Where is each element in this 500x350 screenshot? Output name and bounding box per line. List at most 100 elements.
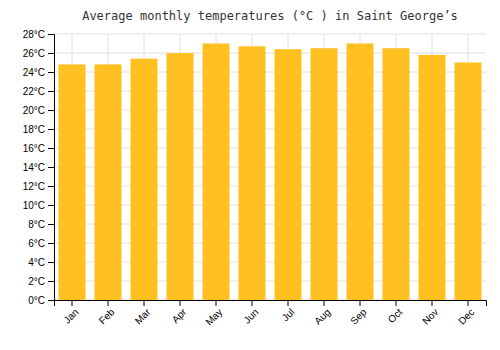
x-tick-label: Jul <box>280 306 297 323</box>
y-grid-line <box>54 34 486 35</box>
x-tick: Sep <box>348 300 369 327</box>
y-tick: 26°C <box>23 48 54 59</box>
bar <box>131 59 158 300</box>
grid <box>54 34 486 300</box>
x-tick-label: Apr <box>170 306 189 325</box>
y-tick: 20°C <box>23 105 54 116</box>
y-axis-line <box>48 35 55 301</box>
x-tick-mark <box>468 300 469 306</box>
y-tick: 16°C <box>23 143 54 154</box>
y-tick-label: 18°C <box>23 124 45 135</box>
y-tick-label: 24°C <box>23 67 45 78</box>
y-tick-label: 26°C <box>23 48 45 59</box>
bar <box>203 44 230 301</box>
y-tick-label: 8°C <box>28 219 45 230</box>
x-tick: Aug <box>312 300 332 327</box>
y-tick-label: 4°C <box>28 257 45 268</box>
bar <box>167 53 194 300</box>
x-tick-label: Oct <box>386 306 405 325</box>
x-tick-label: Mar <box>133 306 153 326</box>
chart-container: 0°C 2°C 4°C 6°C 8°C 10°C 12°C 14°C 16°C 18°C 20°C 2… <box>0 0 500 350</box>
x-tick-label: Dec <box>456 306 476 326</box>
y-tick-mark <box>48 91 54 92</box>
y-tick-label: 14°C <box>23 162 45 173</box>
y-tick-mark <box>48 224 54 225</box>
y-tick-label: 12°C <box>23 181 45 192</box>
x-tick-mark <box>324 300 325 306</box>
bar <box>311 48 338 300</box>
x-tick-mark <box>108 300 109 306</box>
y-tick-label: 28°C <box>23 29 45 40</box>
y-tick: 6°C <box>28 238 54 249</box>
chart-title: Average monthly temperatures (°C ) in Sa… <box>82 9 458 23</box>
y-tick-label: 16°C <box>23 143 45 154</box>
x-tick-label: May <box>203 306 224 327</box>
bar <box>455 63 482 301</box>
x-tick-mark <box>396 300 397 306</box>
x-tick-mark <box>432 300 433 306</box>
y-tick-mark <box>48 262 54 263</box>
x-tick-mark <box>216 300 217 306</box>
x-tick-mark <box>144 300 145 306</box>
x-axis-line <box>55 301 487 307</box>
y-grid-line <box>54 53 486 54</box>
y-tick-label: 6°C <box>28 238 45 249</box>
x-tick: Nov <box>420 300 440 327</box>
x-tick-label: Nov <box>420 306 440 326</box>
y-tick: 8°C <box>28 219 54 230</box>
y-tick-mark <box>48 243 54 244</box>
x-tick: Mar <box>133 300 153 326</box>
y-tick-mark <box>48 129 54 130</box>
x-tick: Apr <box>170 300 189 325</box>
plot-area <box>59 44 482 301</box>
y-tick-mark <box>48 205 54 206</box>
y-tick-label: 2°C <box>28 276 45 287</box>
y-tick-label: 0°C <box>28 295 45 306</box>
x-axis: Jan Feb Mar Apr May Jun Jul Aug Sep Oct Nov Dec <box>55 300 487 328</box>
x-tick-label: Jun <box>241 306 260 325</box>
y-tick: 14°C <box>23 162 54 173</box>
x-tick: Feb <box>97 300 117 326</box>
x-tick: Jul <box>280 300 297 323</box>
bar <box>419 55 446 300</box>
y-tick-label: 22°C <box>23 86 45 97</box>
y-tick-mark <box>48 186 54 187</box>
y-tick: 22°C <box>23 86 54 97</box>
bar <box>239 46 266 300</box>
y-axis: 0°C 2°C 4°C 6°C 8°C 10°C 12°C 14°C 16°C 18°C 20°C 2… <box>23 29 55 306</box>
x-tick-mark <box>72 300 73 306</box>
x-tick-mark <box>360 300 361 306</box>
y-tick: 0°C <box>28 295 54 306</box>
chart-svg: 0°C 2°C 4°C 6°C 8°C 10°C 12°C 14°C 16°C 18°C 20°C 2… <box>0 0 500 350</box>
y-tick: 2°C <box>28 276 54 287</box>
bar <box>59 64 86 300</box>
x-tick-mark <box>252 300 253 306</box>
y-tick-mark <box>48 300 54 301</box>
y-tick: 24°C <box>23 67 54 78</box>
x-tick-label: Feb <box>97 306 117 326</box>
y-tick: 10°C <box>23 200 54 211</box>
y-tick-mark <box>48 148 54 149</box>
x-tick-label: Sep <box>348 306 369 327</box>
bar <box>275 49 302 300</box>
y-tick-mark <box>48 167 54 168</box>
x-tick-mark <box>288 300 289 306</box>
x-tick: Jun <box>241 300 260 326</box>
y-tick-mark <box>48 72 54 73</box>
y-tick: 12°C <box>23 181 54 192</box>
x-tick: Dec <box>456 300 476 327</box>
x-tick: May <box>203 300 224 328</box>
x-tick: Jan <box>61 300 80 326</box>
y-tick-label: 20°C <box>23 105 45 116</box>
y-tick: 28°C <box>23 29 54 40</box>
y-tick: 4°C <box>28 257 54 268</box>
x-tick-label: Jan <box>61 306 80 325</box>
y-tick-mark <box>48 53 54 54</box>
x-tick-label: Aug <box>312 306 332 326</box>
bar <box>347 44 374 301</box>
y-tick-label: 10°C <box>23 200 45 211</box>
y-tick-mark <box>48 34 54 35</box>
x-tick-mark <box>180 300 181 306</box>
y-tick-mark <box>48 281 54 282</box>
y-tick-mark <box>48 110 54 111</box>
